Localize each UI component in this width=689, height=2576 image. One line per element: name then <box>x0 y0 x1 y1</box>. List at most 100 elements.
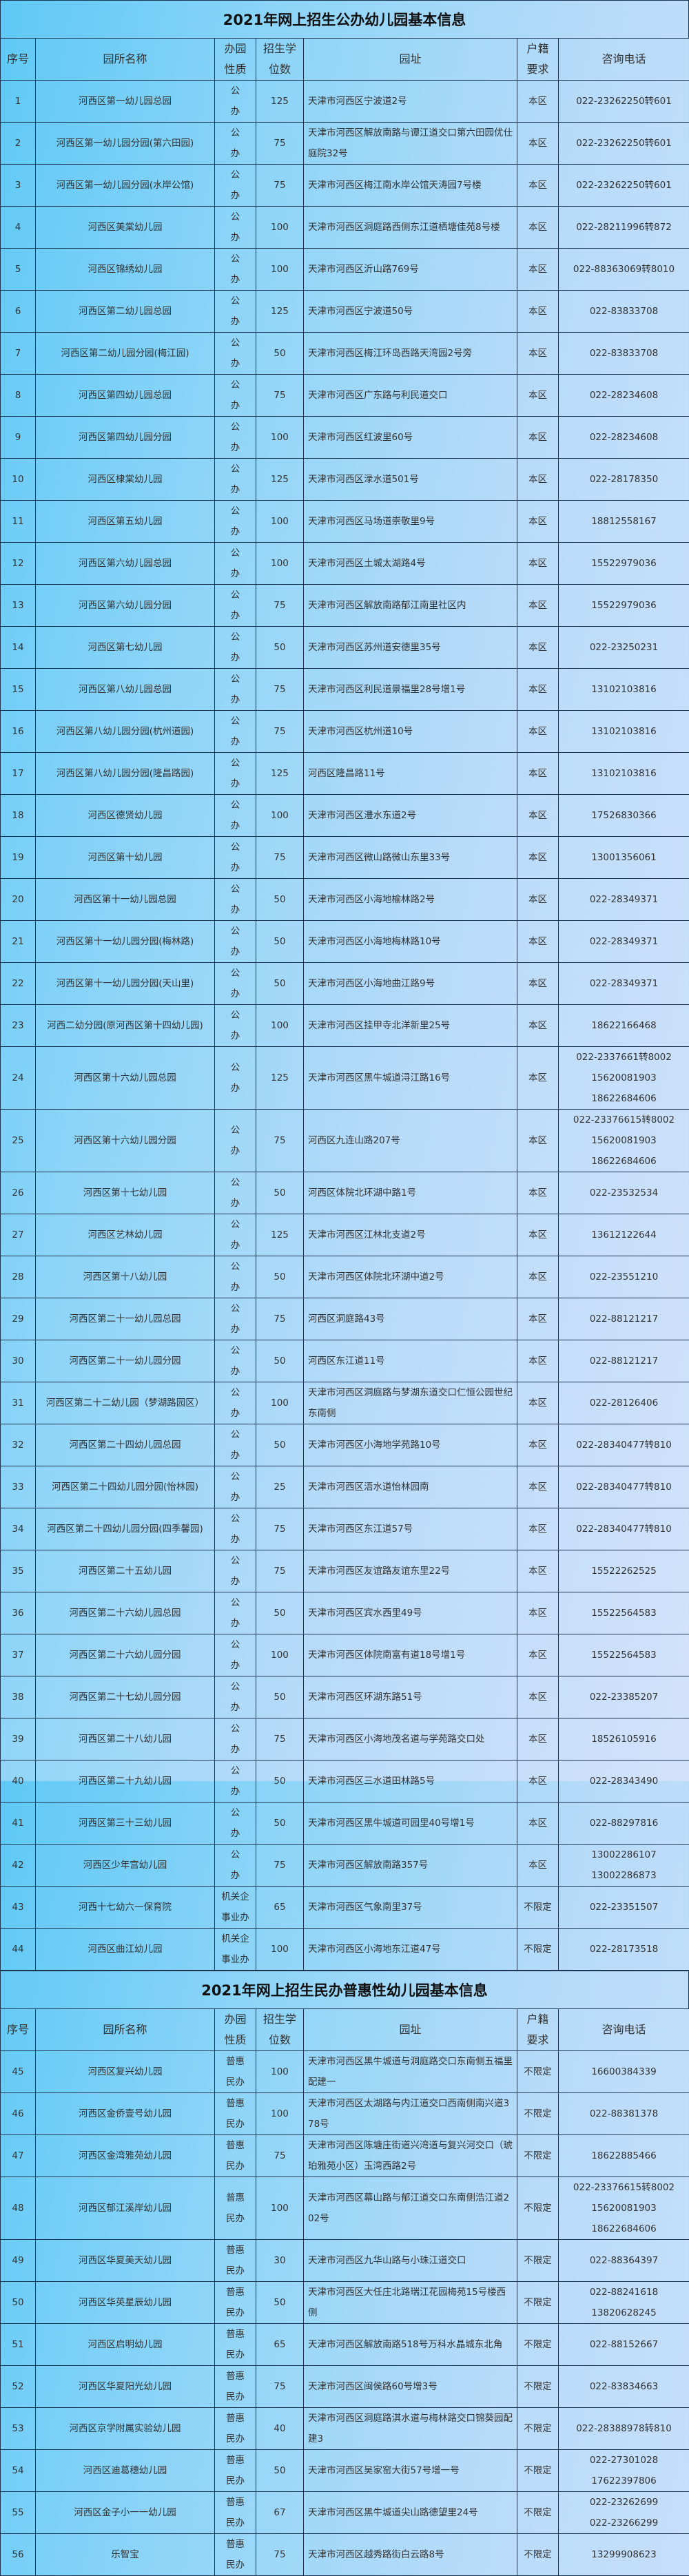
col-nature-cell: 普惠民办 <box>215 2093 256 2135</box>
col-seats-cell: 75 <box>256 1845 304 1887</box>
col-nature-cell: 公办 <box>215 543 256 585</box>
phone-number: 022-28340477转810 <box>576 1524 672 1535</box>
address-text: 天津市河西区闽侯路60号增3号 <box>308 2381 438 2392</box>
col-name-cell: 河西区棣棠幼儿园 <box>36 459 215 501</box>
phone-lines: 022-88152667 <box>590 2334 658 2355</box>
col-hukou-cell: 本区 <box>517 1256 559 1298</box>
col-index-cell: 8 <box>1 375 36 417</box>
col-nature-cell: 普惠民办 <box>215 2492 256 2534</box>
col-address-cell: 河西区洞庭路43号 <box>304 1298 517 1340</box>
nature-text: 普惠民办 <box>226 2329 245 2360</box>
col-address-cell: 天津市河西区大任庄北路瑞江花园梅苑15号楼西侧 <box>304 2282 517 2324</box>
hukou-text: 本区 <box>528 1482 547 1493</box>
col-hukou-cell: 本区 <box>517 1592 559 1634</box>
col-nature-cell: 公办 <box>215 753 256 795</box>
seats-text: 50 <box>274 2297 286 2308</box>
col-seats-cell: 75 <box>256 1110 304 1172</box>
phone-number: 13102103816 <box>591 768 657 779</box>
kindergarten-name: 河西区金侨壹号幼儿园 <box>79 2108 172 2119</box>
phone-lines: 13102103816 <box>591 679 656 700</box>
col-name-cell: 河西区郁江溪岸幼儿园 <box>36 2177 215 2240</box>
seats-text: 50 <box>274 1187 286 1198</box>
phone-number: 022-23532534 <box>589 1187 659 1198</box>
phone-number: 18622166468 <box>591 1020 657 1031</box>
address-text: 天津市河西区洞庭路淇水道与梅林路交口锦葵园配建3 <box>308 2413 513 2444</box>
col-hukou-cell: 本区 <box>517 417 559 459</box>
col-address-cell: 天津市河西区吴家窑大街57号增一号 <box>304 2450 517 2492</box>
col-address-cell: 天津市河西区三水道田林路5号 <box>304 1760 517 1803</box>
col-index-cell: 30 <box>1 1340 36 1382</box>
col-seats-cell: 100 <box>256 2093 304 2135</box>
col-seats-cell: 50 <box>256 921 304 963</box>
hukou-text: 不限定 <box>524 2108 552 2119</box>
col-phone-cell: 022-27301028 17622397806 <box>559 2450 689 2492</box>
kindergarten-name: 河西区第一幼儿园分园(第六田园) <box>56 138 194 149</box>
col-name-cell: 河西区第八幼儿园分园(隆昌路园) <box>36 753 215 795</box>
address-text: 天津市河西区小海地茂名道与学苑路交口处 <box>308 1734 485 1745</box>
phone-number: 022-28340477转810 <box>576 1482 672 1493</box>
col-seats-cell: 50 <box>256 1340 304 1382</box>
header-col-nature: 办园性质 <box>215 2009 256 2051</box>
seats-text: 75 <box>274 852 286 863</box>
col-phone-cell: 022-88152667 <box>559 2324 689 2366</box>
col-nature-cell: 普惠民办 <box>215 2051 256 2093</box>
phone-lines: 022-23262250转601 <box>576 175 672 196</box>
col-index-cell: 53 <box>1 2408 36 2450</box>
phone-lines: 15522564583 <box>591 1603 656 1623</box>
phone-number: 022-83834663 <box>589 2381 659 2392</box>
col-nature-cell: 普惠民办 <box>215 2366 256 2408</box>
seats-text: 100 <box>271 432 289 443</box>
kindergarten-name: 河西区第二十六幼儿园总园 <box>69 1608 181 1619</box>
header-col-name: 园所名称 <box>36 2009 215 2051</box>
col-index-cell: 2 <box>1 123 36 165</box>
col-nature-cell: 公办 <box>215 837 256 879</box>
seats-text: 50 <box>274 1608 286 1619</box>
col-nature-cell: 公办 <box>215 585 256 627</box>
seats-text: 25 <box>274 1482 286 1493</box>
col-phone-cell: 18526105916 <box>559 1718 689 1760</box>
address-text: 天津市河西区友谊路友谊东里22号 <box>308 1566 451 1577</box>
seats-text: 100 <box>271 558 289 569</box>
col-name-cell: 河西区美棠幼儿园 <box>36 207 215 249</box>
col-address-cell: 天津市河西区陈塘庄街道兴湾道与复兴河交口（琥珀雅苑小区）玉湾西路2号 <box>304 2135 517 2177</box>
seats-text: 50 <box>274 1271 286 1282</box>
col-name-cell: 河西二幼分园(原河西区第十四幼儿园) <box>36 1005 215 1047</box>
col-seats-cell: 100 <box>256 417 304 459</box>
address-text: 河西区九连山路207号 <box>308 1135 400 1146</box>
address-text: 天津市河西区体院北环湖中道2号 <box>308 1271 444 1282</box>
col-hukou-cell: 本区 <box>517 459 559 501</box>
seats-text: 125 <box>271 306 289 317</box>
seats-text: 50 <box>274 1818 286 1829</box>
address-text: 天津市河西区黑牛城道尖山路德望里24号 <box>308 2507 478 2518</box>
header-text: 咨询电话 <box>601 2023 646 2036</box>
address-text: 天津市河西区小海地梅林路10号 <box>308 936 441 947</box>
col-phone-cell: 022-28340477转810 <box>559 1424 689 1466</box>
col-name-cell: 河西区第十一幼儿园总园 <box>36 879 215 921</box>
col-seats-cell: 100 <box>256 1634 304 1676</box>
seats-text: 75 <box>274 1135 286 1146</box>
col-seats-cell: 50 <box>256 1592 304 1634</box>
phone-lines: 13612122644 <box>591 1225 656 1245</box>
nature-text: 公办 <box>230 1261 240 1293</box>
col-nature-cell: 公办 <box>215 1047 256 1110</box>
kindergarten-name: 河西区第八幼儿园总园 <box>79 684 172 695</box>
nature-text: 公办 <box>230 842 240 873</box>
index-text: 1 <box>14 96 21 107</box>
col-nature-cell: 公办 <box>215 1256 256 1298</box>
col-phone-cell: 022-23262250转601 <box>559 123 689 165</box>
col-nature-cell: 公办 <box>215 417 256 459</box>
index-text: 18 <box>12 810 24 821</box>
col-index-cell: 45 <box>1 2051 36 2093</box>
index-text: 36 <box>12 1608 24 1619</box>
col-hukou-cell: 本区 <box>517 375 559 417</box>
kindergarten-name: 河西区第十一幼儿园分园(天山里) <box>56 978 194 989</box>
header-col-hukou: 户籍要求 <box>517 2009 559 2051</box>
phone-number: 022-28388978转810 <box>576 2423 672 2434</box>
col-name-cell: 河西区金侨壹号幼儿园 <box>36 2093 215 2135</box>
header-text: 办园性质 <box>224 42 247 76</box>
col-address-cell: 天津市河西区太湖路与内江道交口西南侧南兴道378号 <box>304 2093 517 2135</box>
nature-text: 公办 <box>230 1219 240 1251</box>
col-phone-cell: 022-83833708 <box>559 333 689 375</box>
hukou-text: 不限定 <box>524 2297 552 2308</box>
col-phone-cell: 022-28173518 <box>559 1929 689 1971</box>
